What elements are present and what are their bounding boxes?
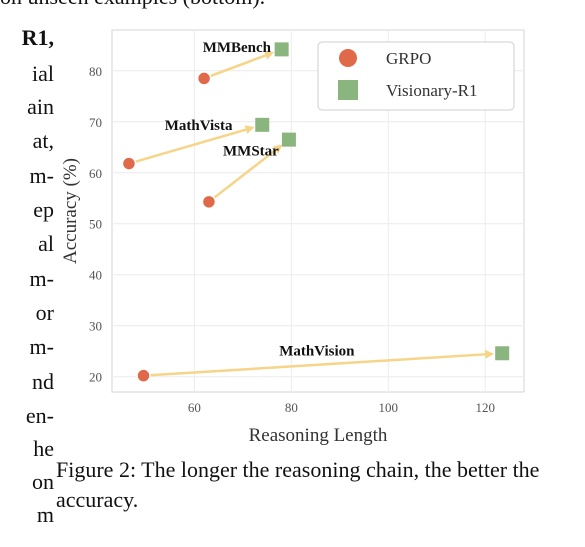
data-markers bbox=[121, 42, 510, 383]
visionary-point bbox=[495, 346, 510, 361]
y-axis-label: Accuracy (%) bbox=[60, 158, 81, 264]
scatter-chart: 60 80 100 120 20 30 40 50 60 70 80 MMBench MathVis… bbox=[60, 29, 525, 446]
y-tick-label: 70 bbox=[89, 115, 102, 130]
left-column-line: he bbox=[33, 436, 54, 461]
left-column-line: m bbox=[36, 502, 54, 527]
left-column-line: on bbox=[32, 469, 54, 494]
left-column-line: at, bbox=[32, 128, 54, 153]
x-tick-label: 120 bbox=[475, 400, 495, 415]
x-tick-label: 60 bbox=[188, 400, 201, 415]
legend-visionary-marker bbox=[338, 80, 358, 100]
benchmark-labels: MMBench MathVista MMStar MathVision bbox=[165, 40, 355, 360]
arrow-head bbox=[484, 349, 495, 359]
visionary-point bbox=[281, 132, 296, 147]
benchmark-label: MathVista bbox=[165, 118, 233, 134]
legend: GRPO Visionary-R1 bbox=[317, 41, 515, 111]
x-tick-label: 80 bbox=[285, 400, 298, 415]
y-tick-label: 80 bbox=[89, 64, 102, 79]
y-tick-label: 30 bbox=[89, 319, 102, 334]
arrow-shaft bbox=[143, 352, 488, 377]
x-tick-label: 100 bbox=[379, 400, 399, 415]
visionary-point bbox=[255, 117, 270, 132]
legend-grpo-marker bbox=[339, 49, 357, 67]
y-tick-labels: 20 30 40 50 60 70 80 bbox=[89, 64, 102, 385]
left-column-line: nd bbox=[32, 369, 54, 394]
left-column-line: ep bbox=[33, 197, 54, 222]
benchmark-label: MathVision bbox=[279, 343, 355, 359]
grpo-point bbox=[196, 71, 212, 86]
left-column-line: al bbox=[38, 231, 54, 256]
left-column-line: or bbox=[35, 300, 54, 325]
top-text-fragment: on unseen examples (bottom). bbox=[0, 0, 585, 12]
left-column-line: m- bbox=[29, 163, 54, 188]
y-tick-label: 60 bbox=[89, 166, 102, 181]
left-column-line: en- bbox=[25, 403, 54, 428]
legend-visionary-label: Visionary-R1 bbox=[386, 81, 478, 100]
x-tick-labels: 60 80 100 120 bbox=[188, 400, 495, 415]
grpo-point bbox=[121, 156, 137, 171]
left-column-line: ial bbox=[32, 61, 54, 86]
y-tick-label: 50 bbox=[89, 217, 102, 232]
improvement-arrows bbox=[128, 51, 495, 377]
left-column-line: ain bbox=[27, 94, 54, 119]
visionary-point bbox=[274, 42, 289, 57]
y-tick-label: 20 bbox=[89, 370, 102, 385]
arrow-head bbox=[264, 51, 275, 60]
benchmark-label: MMStar bbox=[223, 144, 279, 160]
arrow-shaft bbox=[128, 127, 249, 165]
x-axis-label: Reasoning Length bbox=[249, 425, 388, 446]
arrow-head bbox=[244, 125, 255, 134]
arrow-shaft bbox=[208, 147, 278, 203]
left-column-line: R1, bbox=[21, 25, 54, 50]
grpo-point bbox=[136, 368, 151, 383]
arrow-shaft bbox=[203, 53, 269, 80]
grpo-point bbox=[201, 194, 217, 210]
legend-box bbox=[317, 41, 515, 111]
legend-grpo-label: GRPO bbox=[386, 49, 431, 68]
left-column-line: m- bbox=[29, 334, 54, 359]
arrow-head bbox=[272, 144, 283, 154]
figure-caption: Figure 2: The longer the reasoning chain… bbox=[56, 457, 540, 512]
left-column-text: R1, ial ain at, m-ep al m-or m-nd en-he on m bbox=[0, 0, 60, 547]
benchmark-label: MMBench bbox=[203, 40, 272, 56]
left-column-line: m- bbox=[29, 266, 54, 291]
y-tick-label: 40 bbox=[89, 268, 102, 283]
